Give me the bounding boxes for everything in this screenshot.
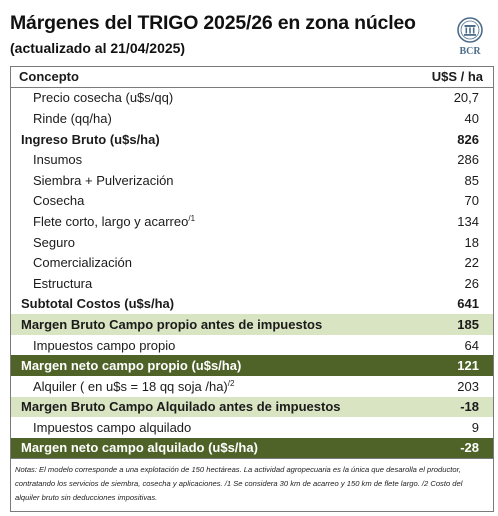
bcr-emblem-icon (457, 17, 483, 43)
row-value: 641 (457, 296, 479, 312)
row-label-text: Siembra + Pulverización (33, 172, 174, 188)
table-row: Margen Bruto Campo Alquilado antes de im… (11, 396, 493, 418)
row-label: Margen neto campo alquilado (u$s/ha) (11, 440, 399, 455)
table-row: Siembra + Pulverización 85 (11, 170, 493, 191)
row-value: 20,7 (453, 90, 479, 106)
row-label-text: Seguro (33, 234, 75, 250)
row-label: Precio cosecha (u$s/qq) (11, 90, 399, 105)
table-row: Cosecha 70 (11, 191, 493, 212)
row-label: Cosecha (11, 193, 399, 208)
row-label-text: Impuestos campo propio (33, 337, 176, 353)
row-value: 26 (464, 275, 479, 291)
row-label-text: Margen neto campo propio (u$s/ha) (21, 358, 242, 374)
row-label-text: Impuestos campo alquilado (33, 419, 192, 435)
row-label-text: Ingreso Bruto (u$s/ha) (21, 131, 160, 147)
row-value: 70 (464, 193, 479, 209)
row-label: Siembra + Pulverización (11, 173, 399, 188)
table-row: Precio cosecha (u$s/qq) 20,7 (11, 88, 493, 109)
footnote-marker: /2 (227, 378, 235, 388)
row-label: Impuestos campo alquilado (11, 420, 399, 435)
row-label: Estructura (11, 276, 399, 291)
row-label: Ingreso Bruto (u$s/ha) (11, 132, 399, 147)
row-label-text: Subtotal Costos (u$s/ha) (21, 296, 175, 312)
row-value: 826 (457, 131, 479, 147)
table-row: Margen neto campo alquilado (u$s/ha) -28 (11, 437, 493, 459)
row-label-text: Comercialización (33, 255, 132, 271)
table-row: Impuestos campo alquilado 9 (11, 417, 493, 438)
table-header: Concepto U$S / ha (11, 67, 493, 88)
table-row: Alquiler ( en u$s = 18 qq soja /ha)/2 203 (11, 376, 493, 397)
row-label-text: Flete corto, largo y acarreo (33, 213, 189, 229)
row-label: Margen neto campo propio (u$s/ha) (11, 358, 399, 373)
margins-table: Concepto U$S / ha Precio cosecha (u$s/qq… (10, 66, 494, 513)
row-label-text: Precio cosecha (u$s/qq) (33, 90, 174, 106)
row-value: -28 (460, 440, 479, 456)
table-notes: Notas: El modelo corresponde a una explo… (11, 458, 493, 511)
row-label-text: Rinde (qq/ha) (33, 110, 112, 126)
row-label: Flete corto, largo y acarreo/1 (11, 214, 399, 229)
row-label-text: Insumos (33, 152, 83, 168)
row-value: 18 (464, 234, 479, 250)
row-value: 203 (457, 378, 479, 394)
row-value: 40 (464, 110, 479, 126)
row-label-text: Cosecha (33, 193, 85, 209)
table-row: Subtotal Costos (u$s/ha) 641 (11, 294, 493, 315)
row-label: Margen Bruto Campo propio antes de impue… (11, 317, 399, 332)
footnote-marker: /1 (188, 213, 196, 223)
table-body: Precio cosecha (u$s/qq) 20,7 Rinde (qq/ha)… (11, 88, 493, 459)
table-row: Estructura 26 (11, 273, 493, 294)
row-label: Subtotal Costos (u$s/ha) (11, 296, 399, 311)
table-row: Comercialización 22 (11, 252, 493, 273)
row-label: Seguro (11, 235, 399, 250)
table-row: Rinde (qq/ha) 40 (11, 108, 493, 129)
row-label: Impuestos campo propio (11, 338, 399, 353)
row-label-text: Alquiler ( en u$s = 18 qq soja /ha) (33, 378, 228, 394)
row-value: 64 (464, 337, 479, 353)
row-value: 85 (464, 172, 479, 188)
table-row: Impuestos campo propio 64 (11, 335, 493, 356)
table-row: Insumos 286 (11, 149, 493, 170)
row-label: Insumos (11, 152, 399, 167)
header-concept: Concepto (19, 69, 79, 85)
row-label-text: Margen Bruto Campo Alquilado antes de im… (21, 399, 341, 415)
logo-text: BCR (459, 46, 481, 57)
row-label-text: Margen Bruto Campo propio antes de impue… (21, 316, 323, 332)
table-row: Flete corto, largo y acarreo/1 134 (11, 211, 493, 232)
page-title: Márgenes del TRIGO 2025/26 en zona núcle… (10, 12, 416, 34)
row-label: Alquiler ( en u$s = 18 qq soja /ha)/2 (11, 379, 399, 394)
row-label-text: Estructura (33, 275, 93, 291)
bcr-logo: BCR (456, 16, 484, 62)
row-value: 185 (457, 316, 479, 332)
row-label-text: Margen neto campo alquilado (u$s/ha) (21, 440, 258, 456)
row-value: 134 (457, 213, 479, 229)
row-value: 22 (464, 255, 479, 271)
row-value: -18 (460, 399, 479, 415)
row-value: 121 (457, 358, 479, 374)
row-label: Comercialización (11, 255, 399, 270)
table-row: Margen neto campo propio (u$s/ha) 121 (11, 355, 493, 376)
page-subtitle: (actualizado al 21/04/2025) (10, 40, 186, 56)
row-value: 286 (457, 152, 479, 168)
notes-text: Notas: El modelo corresponde a una explo… (15, 465, 463, 503)
table-row: Seguro 18 (11, 232, 493, 253)
table-row: Margen Bruto Campo propio antes de impue… (11, 314, 493, 335)
row-label: Rinde (qq/ha) (11, 111, 399, 126)
row-value: 9 (471, 419, 479, 435)
table-row: Ingreso Bruto (u$s/ha) 826 (11, 129, 493, 150)
row-label: Margen Bruto Campo Alquilado antes de im… (11, 399, 399, 414)
header-unit: U$S / ha (431, 69, 483, 85)
